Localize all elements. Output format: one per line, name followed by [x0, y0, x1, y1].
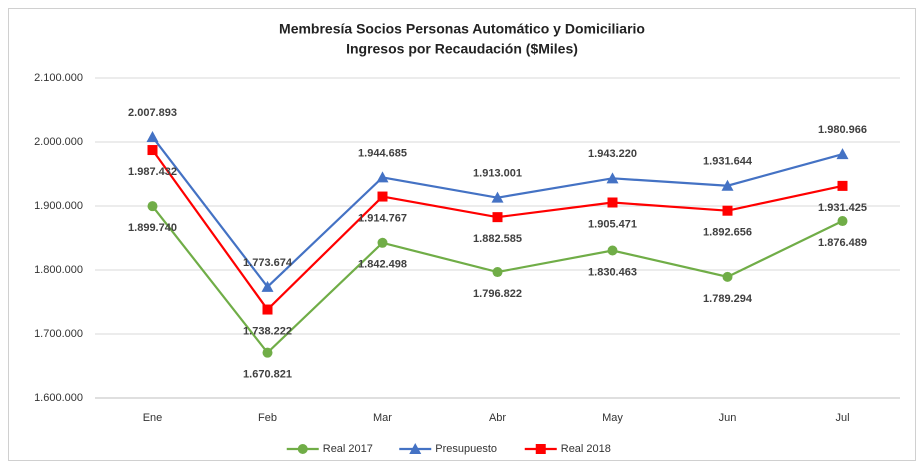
point	[721, 179, 734, 191]
value-label: 1.905.471	[588, 218, 637, 230]
value-label: 1.876.489	[818, 237, 867, 249]
y-tick-label: 1.900.000	[34, 200, 83, 212]
value-label: 1.913.001	[473, 168, 522, 180]
point	[836, 148, 849, 160]
value-label: 2.007.893	[128, 107, 177, 119]
x-tick-label: Ene	[143, 412, 163, 424]
chart-frame	[8, 8, 916, 461]
point	[722, 205, 733, 216]
x-tick-label: Abr	[489, 412, 506, 424]
value-label: 1.789.294	[703, 293, 753, 305]
y-tick-label: 2.100.000	[34, 72, 83, 84]
x-tick-label: Jun	[719, 412, 737, 424]
point	[146, 130, 159, 142]
y-tick-label: 1.700.000	[34, 328, 83, 340]
legend-label: Real 2017	[323, 443, 373, 455]
point	[607, 197, 618, 208]
x-tick-label: May	[602, 412, 623, 424]
value-label: 1.892.656	[703, 227, 752, 239]
value-label: 1.943.220	[588, 148, 637, 160]
point	[722, 271, 733, 282]
point	[491, 191, 504, 203]
value-label: 1.796.822	[473, 288, 522, 300]
legend-label: Real 2018	[561, 443, 611, 455]
legend-label: Presupuesto	[435, 443, 497, 455]
point	[492, 212, 503, 223]
value-label: 1.980.966	[818, 124, 867, 136]
point	[377, 191, 388, 202]
point	[262, 347, 273, 358]
legend-marker	[409, 443, 422, 454]
legend-marker	[535, 444, 546, 454]
point	[492, 267, 503, 278]
value-label: 1.931.644	[703, 156, 753, 168]
point	[147, 145, 158, 156]
value-label: 1.987.432	[128, 166, 177, 178]
value-label: 1.670.821	[243, 369, 292, 381]
y-tick-label: 2.000.000	[34, 136, 83, 148]
chart-subtitle: Ingresos por Recaudación ($Miles)	[346, 41, 578, 57]
value-label: 1.914.767	[358, 212, 407, 224]
value-label: 1.830.463	[588, 266, 637, 278]
point	[147, 201, 158, 212]
value-label: 1.773.674	[243, 257, 293, 269]
point	[837, 180, 848, 191]
value-label: 1.842.498	[358, 259, 407, 271]
point	[262, 304, 273, 315]
point	[837, 216, 848, 227]
chart-title: Membresía Socios Personas Automático y D…	[279, 21, 645, 37]
value-label: 1.931.425	[818, 202, 867, 214]
legend-marker	[297, 444, 308, 454]
point	[607, 245, 618, 256]
point	[606, 172, 619, 184]
value-label: 1.738.222	[243, 325, 292, 337]
y-tick-label: 1.600.000	[34, 392, 83, 404]
x-tick-label: Feb	[258, 412, 277, 424]
x-tick-label: Jul	[835, 412, 849, 424]
point	[261, 280, 274, 292]
value-label: 1.944.685	[358, 147, 407, 159]
point	[377, 237, 388, 248]
x-tick-label: Mar	[373, 412, 392, 424]
point	[376, 171, 389, 183]
y-tick-label: 1.800.000	[34, 264, 83, 276]
value-label: 1.882.585	[473, 233, 522, 245]
value-label: 1.899.740	[128, 222, 177, 234]
